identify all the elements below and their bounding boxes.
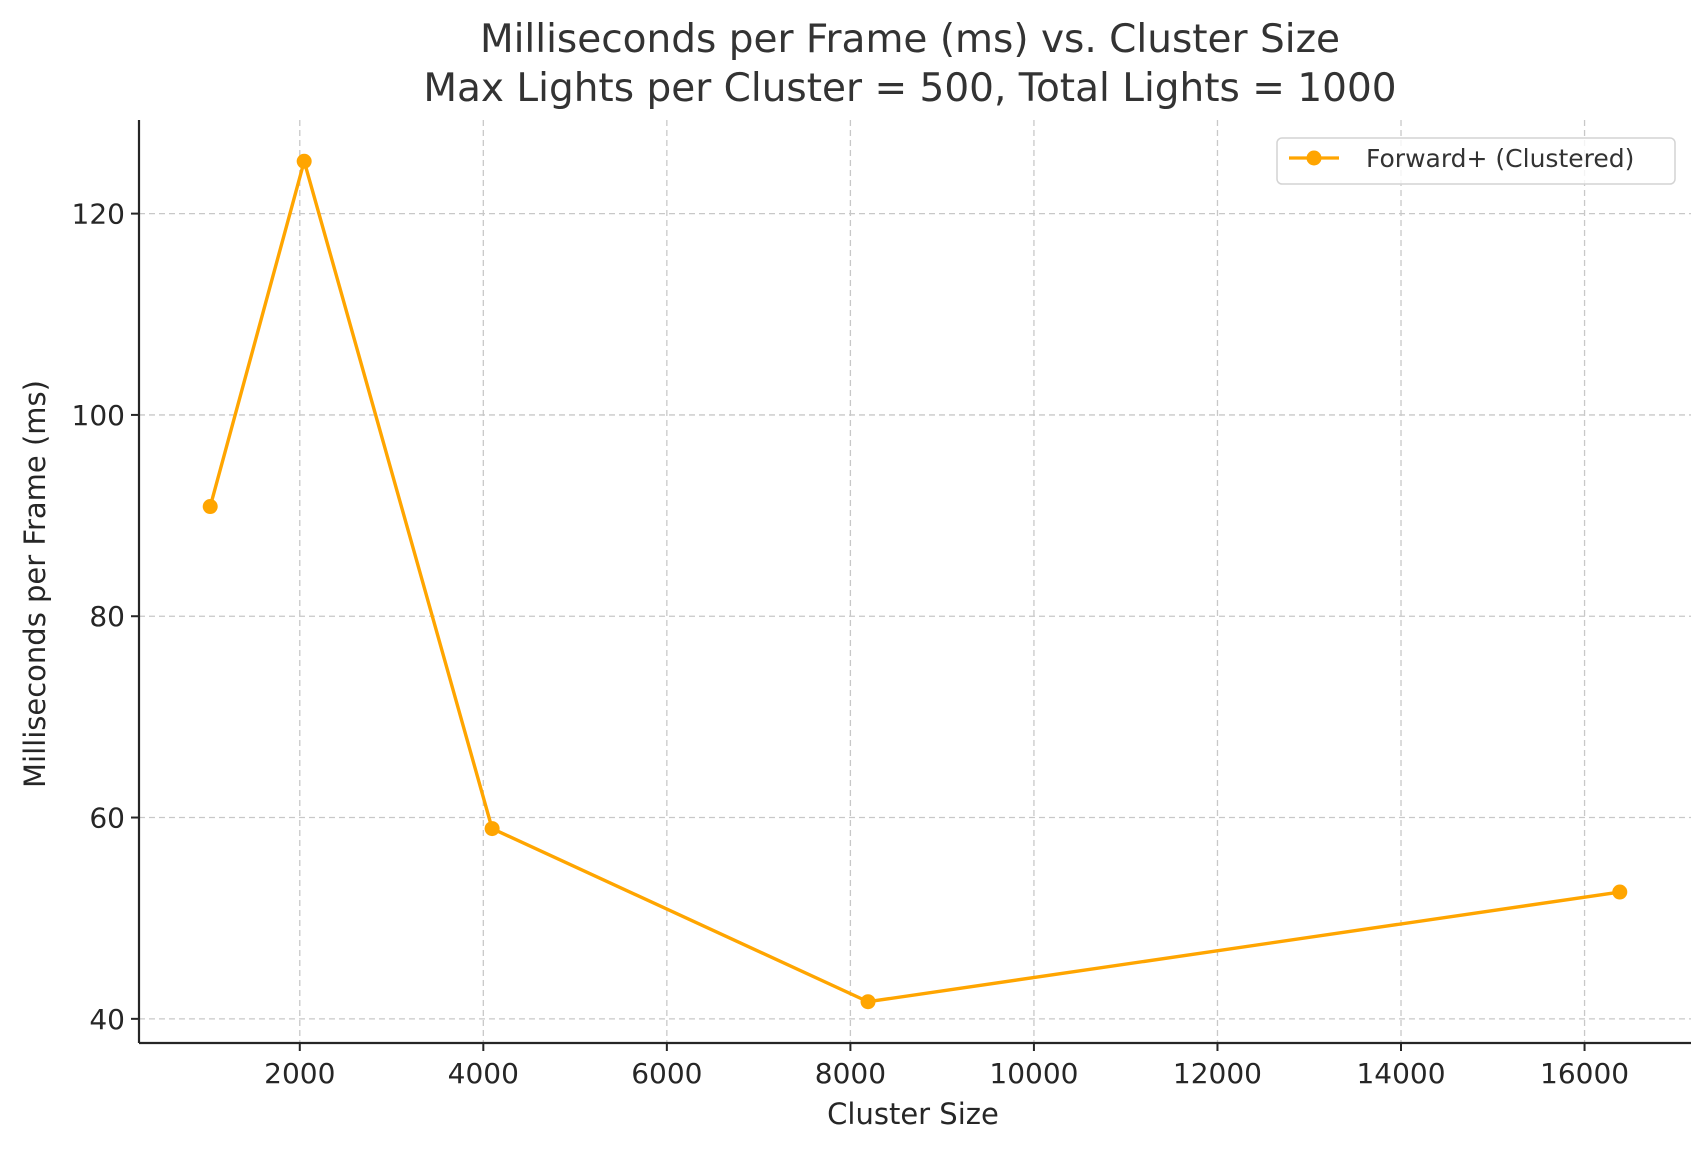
legend: Forward+ (Clustered) bbox=[1276, 137, 1676, 185]
x-tick-label: 2000 bbox=[264, 1057, 335, 1090]
legend-box bbox=[1276, 137, 1676, 185]
series-layer bbox=[202, 153, 1628, 1010]
y-axis-label: Milliseconds per Frame (ms) bbox=[18, 380, 52, 788]
y-tick-label: 100 bbox=[72, 399, 125, 432]
series-line bbox=[208, 159, 1621, 1004]
data-point bbox=[484, 821, 500, 837]
x-tick-label: 16000 bbox=[1540, 1057, 1629, 1090]
data-point bbox=[202, 499, 218, 515]
grid bbox=[139, 120, 1691, 1043]
x-tick-label: 4000 bbox=[448, 1057, 519, 1090]
legend-label: Forward+ (Clustered) bbox=[1366, 144, 1634, 173]
data-point bbox=[1612, 884, 1628, 900]
x-tick-label: 10000 bbox=[989, 1057, 1078, 1090]
data-point bbox=[860, 994, 876, 1010]
y-tick-label: 60 bbox=[89, 802, 125, 835]
chart-subtitle: Max Lights per Cluster = 500, Total Ligh… bbox=[423, 66, 1396, 111]
x-axis-label: Cluster Size bbox=[827, 1097, 999, 1131]
y-tick-label: 80 bbox=[89, 600, 125, 633]
x-tick-label: 12000 bbox=[1173, 1057, 1262, 1090]
x-tick-label: 14000 bbox=[1356, 1057, 1445, 1090]
data-point bbox=[296, 153, 312, 169]
legend-point-marker bbox=[1306, 150, 1322, 166]
y-tick-label: 40 bbox=[89, 1003, 125, 1036]
x-tick-label: 8000 bbox=[815, 1057, 886, 1090]
y-tick-label: 120 bbox=[72, 198, 125, 231]
axis-ticks: 2000 4000 6000 8000 10000 12000 14000 16000 40 60… bbox=[72, 198, 1630, 1090]
chart-title: Milliseconds per Frame (ms) vs. Cluster … bbox=[480, 17, 1340, 62]
x-tick-label: 6000 bbox=[631, 1057, 702, 1090]
